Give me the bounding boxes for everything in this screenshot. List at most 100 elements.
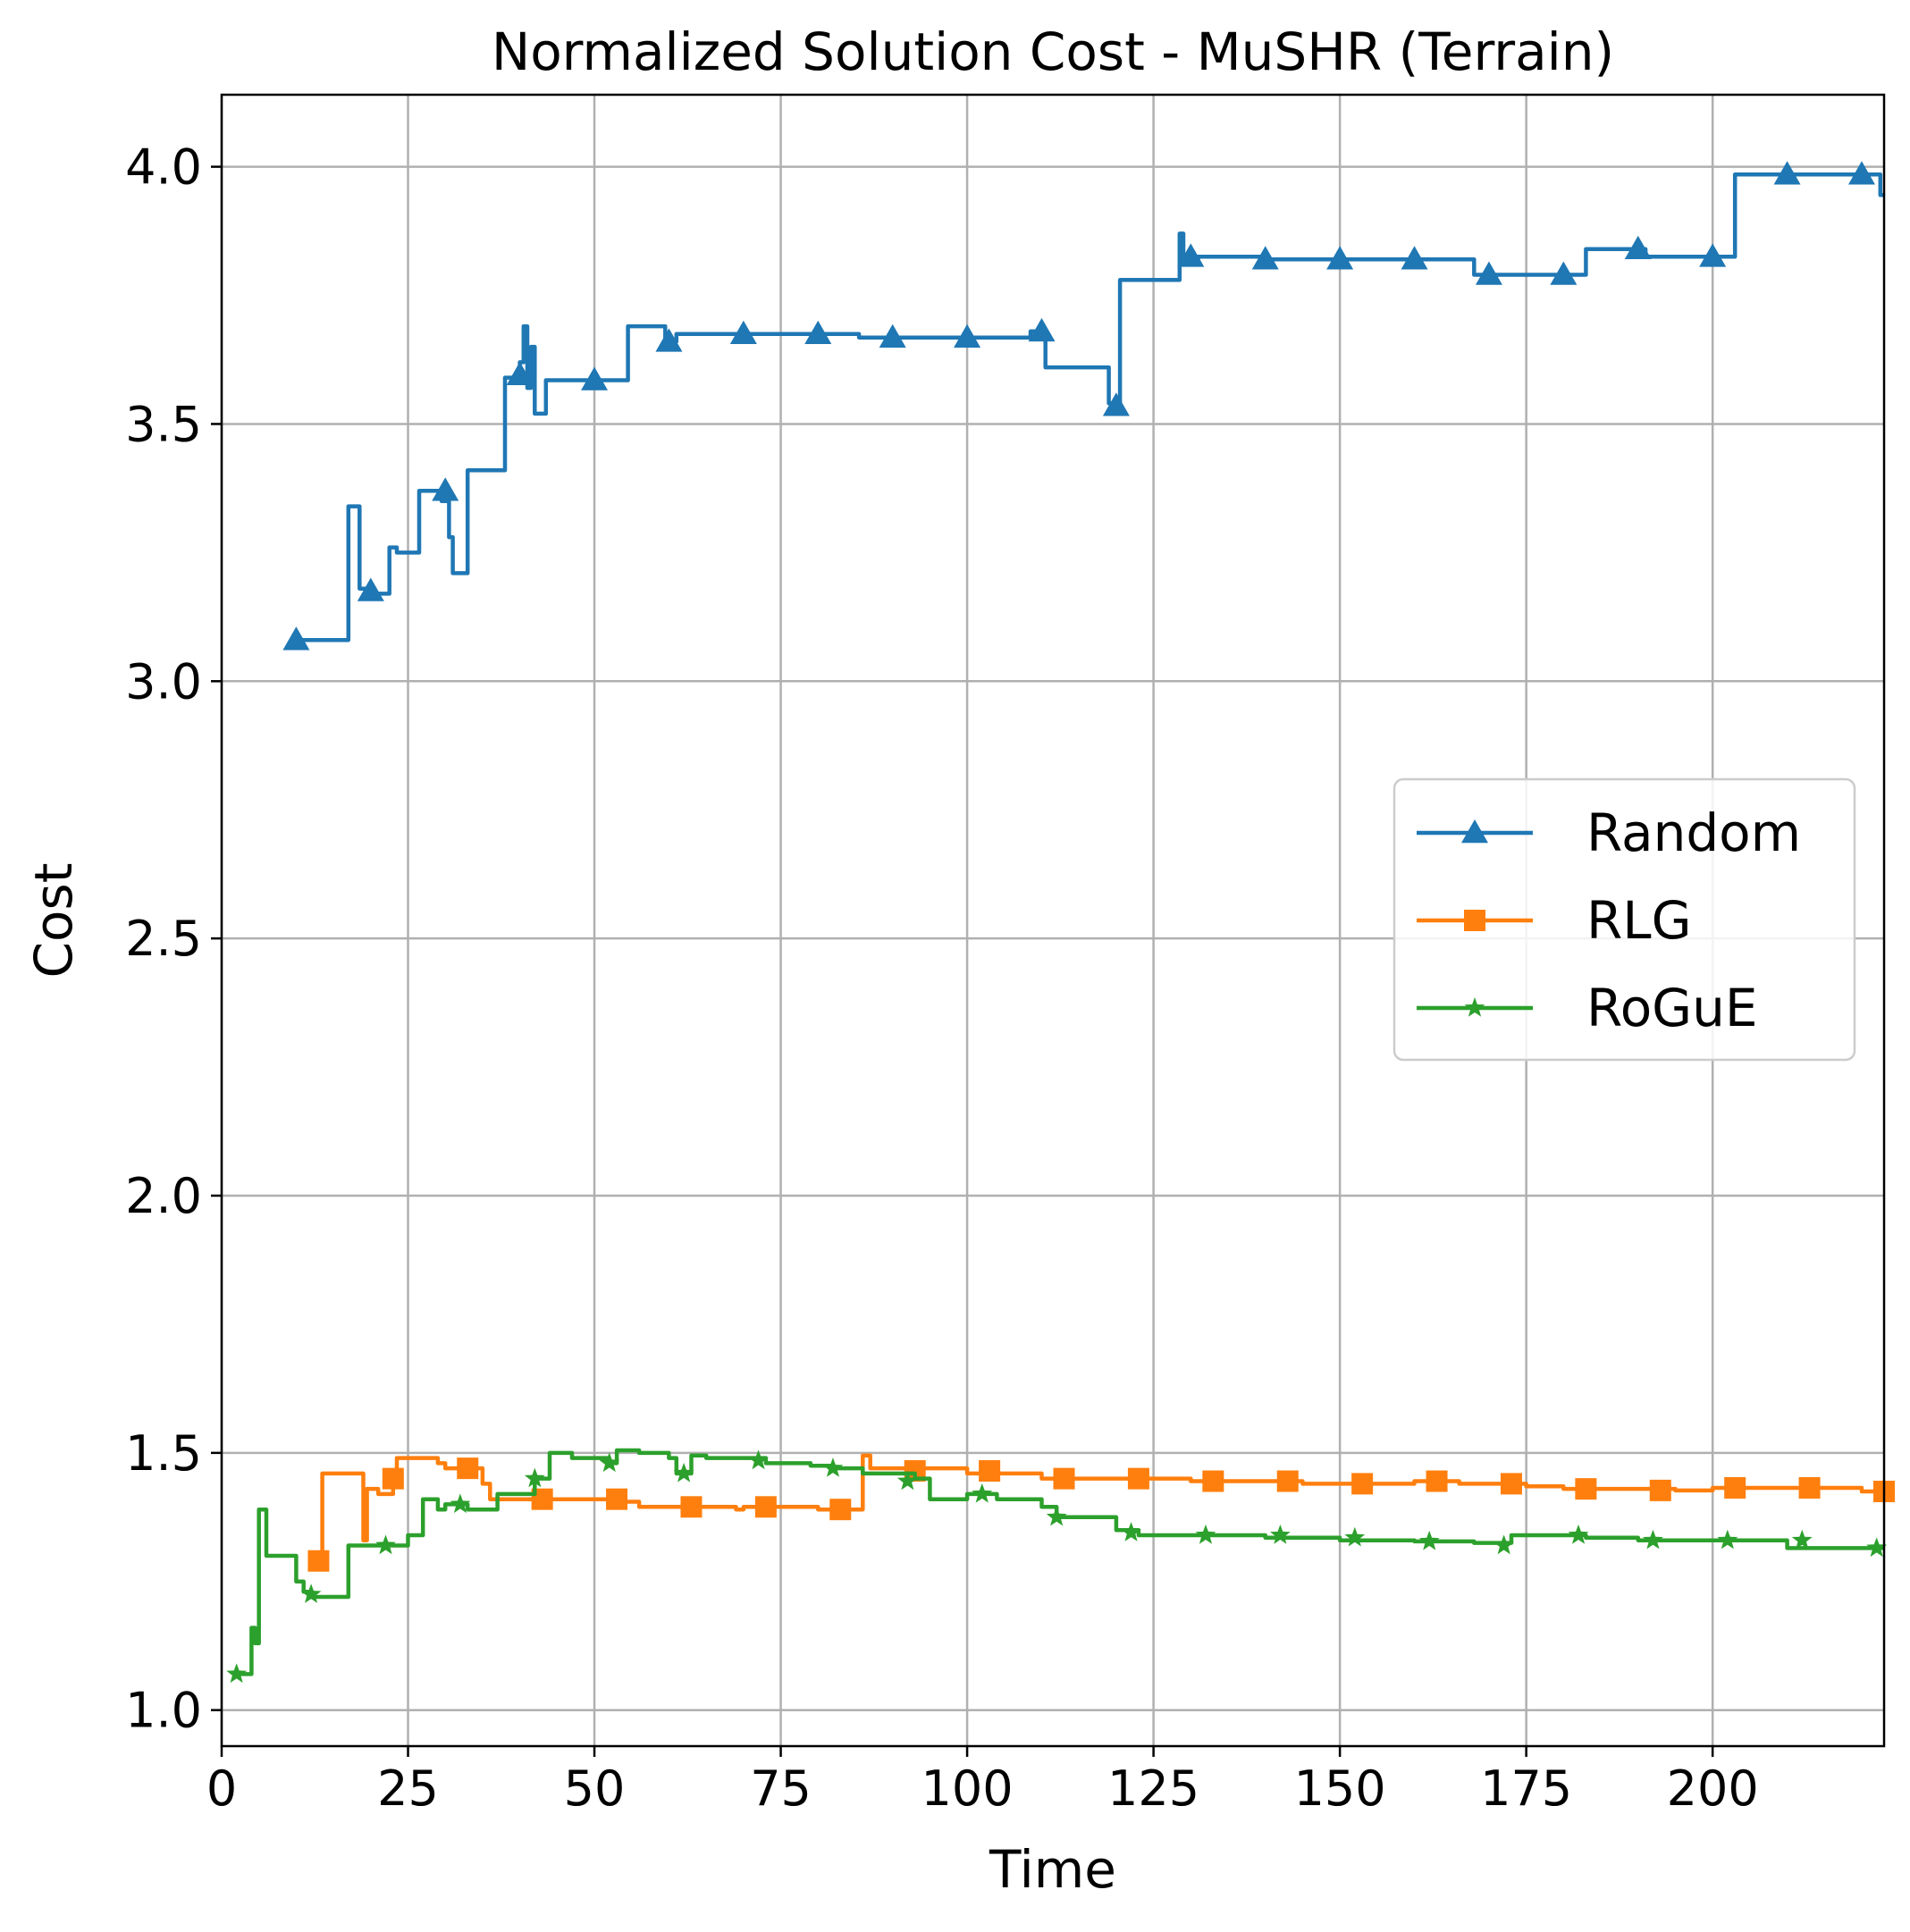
marker-rogue <box>375 1534 396 1555</box>
marker-rlg <box>1724 1476 1746 1499</box>
marker-random <box>655 328 683 352</box>
marker-rlg <box>1276 1470 1299 1492</box>
x-tick-label: 0 <box>206 1760 237 1817</box>
marker-rogue <box>524 1467 545 1488</box>
marker-rlg <box>754 1496 777 1518</box>
marker-rogue <box>822 1457 844 1477</box>
chart-title: Normalized Solution Cost - MuSHR (Terrai… <box>492 21 1614 82</box>
marker-rogue <box>1568 1525 1589 1544</box>
marker-random <box>1773 161 1801 185</box>
marker-rlg <box>1053 1467 1075 1490</box>
marker-rogue <box>599 1452 620 1473</box>
marker-rogue <box>1121 1522 1141 1541</box>
marker-rogue <box>1717 1529 1738 1550</box>
marker-rogue <box>226 1663 248 1684</box>
marker-random <box>581 366 609 391</box>
marker-random <box>1550 261 1578 285</box>
legend-marker-rogue <box>1464 997 1485 1017</box>
marker-random <box>1326 246 1354 270</box>
legend-marker-random <box>1461 819 1488 844</box>
marker-rlg <box>457 1457 479 1480</box>
y-tick-label: 2.0 <box>125 1168 202 1224</box>
marker-rogue <box>1866 1537 1888 1558</box>
marker-random <box>357 577 384 601</box>
marker-rogue <box>896 1470 918 1491</box>
marker-rogue <box>300 1583 322 1603</box>
x-tick-label: 25 <box>377 1760 439 1817</box>
marker-rogue <box>972 1483 993 1503</box>
series-rlg <box>307 1453 1895 1572</box>
marker-random <box>804 320 832 344</box>
y-axis-label: Cost <box>23 863 84 979</box>
marker-random <box>1624 235 1652 259</box>
x-tick-label: 125 <box>1107 1760 1199 1817</box>
marker-random <box>1102 392 1130 416</box>
marker-rlg <box>1426 1470 1448 1492</box>
y-tick-label: 3.0 <box>125 653 202 710</box>
x-tick-label: 75 <box>750 1760 812 1817</box>
marker-rlg <box>1649 1479 1671 1501</box>
x-tick-label: 50 <box>564 1760 626 1817</box>
y-tick-label: 1.5 <box>125 1425 202 1482</box>
marker-random <box>1028 317 1056 342</box>
marker-rogue <box>1418 1530 1440 1550</box>
x-tick-label: 175 <box>1480 1760 1572 1817</box>
marker-random <box>506 361 534 386</box>
marker-random <box>1401 246 1428 270</box>
marker-rlg <box>1500 1473 1522 1495</box>
marker-rogue <box>748 1449 769 1470</box>
legend-entries: Random RLG RoGuE <box>1417 802 1801 1038</box>
marker-random <box>1847 161 1875 185</box>
marker-rlg <box>1575 1478 1597 1500</box>
legend-entry-rogue: RoGuE <box>1417 978 1758 1038</box>
legend-box <box>1393 777 1856 1062</box>
legend-label-random: Random <box>1586 802 1801 863</box>
marker-random <box>729 320 757 344</box>
marker-rogue <box>1494 1534 1514 1555</box>
marker-rogue <box>1791 1529 1813 1550</box>
marker-rogue <box>1643 1529 1663 1550</box>
marker-random <box>282 626 310 651</box>
legend-label-rlg: RLG <box>1586 890 1692 951</box>
legend: Random RLG RoGuE <box>1393 777 1856 1062</box>
y-tick-label: 4.0 <box>125 139 202 196</box>
marker-rlg <box>382 1467 404 1490</box>
series-layer <box>226 161 1895 1684</box>
marker-rlg <box>1798 1476 1821 1499</box>
marker-random <box>1699 243 1727 267</box>
x-tick-label: 200 <box>1667 1760 1759 1817</box>
marker-rogue <box>673 1462 694 1483</box>
marker-rogue <box>1195 1525 1216 1544</box>
marker-random <box>432 477 459 501</box>
marker-rlg <box>680 1496 703 1518</box>
y-tick-label: 2.5 <box>125 911 202 967</box>
series-random <box>282 161 1884 651</box>
legend-entry-random: Random <box>1417 802 1801 863</box>
marker-rlg <box>606 1488 628 1510</box>
marker-rlg <box>1202 1470 1224 1492</box>
marker-rogue <box>1270 1525 1291 1544</box>
series-rogue <box>226 1448 1888 1684</box>
x-tick-label: 150 <box>1294 1760 1386 1817</box>
plot-frame <box>220 93 1886 1748</box>
legend-label-rogue: RoGuE <box>1586 978 1758 1038</box>
marker-random <box>879 323 906 348</box>
marker-rlg <box>1127 1467 1149 1490</box>
marker-rlg <box>1351 1473 1374 1495</box>
marker-random <box>1251 246 1279 270</box>
marker-rogue <box>450 1493 471 1514</box>
marker-rlg <box>829 1499 852 1521</box>
marker-rogue <box>1046 1506 1067 1526</box>
legend-entry-rlg: RLG <box>1417 890 1692 951</box>
y-tick-label: 1.0 <box>125 1683 202 1739</box>
x-tick-label: 100 <box>921 1760 1014 1817</box>
marker-rlg <box>979 1460 1001 1482</box>
marker-rogue <box>1344 1526 1366 1547</box>
marker-random <box>1177 243 1205 267</box>
marker-rlg <box>307 1550 330 1572</box>
y-tick-label: 3.5 <box>125 396 202 452</box>
x-axis-label: Time <box>989 1839 1116 1900</box>
marker-random <box>1475 261 1502 285</box>
legend-marker-rlg <box>1464 910 1485 931</box>
